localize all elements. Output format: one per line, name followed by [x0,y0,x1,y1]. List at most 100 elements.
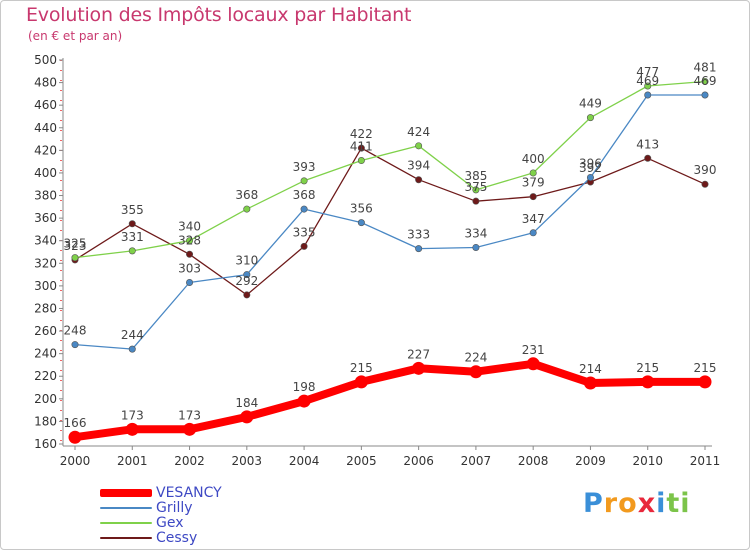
data-label-cessy: 394 [407,159,430,173]
data-point-grilly [243,271,251,279]
x-tick-label: 2003 [232,454,263,468]
data-point-grilly [128,345,136,353]
data-point-cessy [701,180,709,188]
data-point-gex [644,82,652,90]
data-label-vesancy: 173 [178,408,201,422]
data-label-vesancy: 173 [121,408,144,422]
data-label-gex: 331 [121,230,144,244]
data-point-vesancy [240,410,254,424]
data-point-gex [701,77,709,85]
x-tick-label: 2010 [632,454,663,468]
data-label-gex: 340 [178,220,201,234]
data-label-vesancy: 215 [694,361,717,375]
data-point-grilly [300,205,308,213]
data-label-vesancy: 215 [636,361,659,375]
data-point-cessy [300,242,308,250]
data-label-grilly: 396 [579,156,602,170]
data-label-gex: 477 [636,65,659,79]
data-point-cessy [186,250,194,258]
legend-swatch [100,521,152,524]
y-tick-label: 220 [34,369,57,383]
data-point-cessy [128,220,136,228]
data-label-cessy: 323 [64,239,87,253]
y-tick-label: 240 [34,347,57,361]
y-tick-label: 460 [34,98,57,112]
data-label-cessy: 292 [235,274,258,288]
data-label-grilly: 368 [293,188,316,202]
y-tick-label: 440 [34,121,57,135]
legend-label: Cessy [156,529,198,546]
y-tick-label: 360 [34,211,57,225]
data-point-gex [243,205,251,213]
data-label-grilly: 303 [178,261,201,275]
legend-item-grilly: Grilly [100,499,193,516]
x-tick-label: 2001 [117,454,148,468]
data-label-gex: 411 [350,140,373,154]
data-point-gex [300,177,308,185]
data-point-vesancy [526,357,540,371]
y-tick-label: 340 [34,234,57,248]
x-tick-label: 2011 [690,454,721,468]
y-tick-label: 320 [34,256,57,270]
data-point-vesancy [412,361,426,375]
y-tick-label: 500 [34,53,57,67]
data-point-vesancy [183,422,197,436]
data-label-cessy: 335 [293,225,316,239]
series-points [68,77,712,444]
data-label-gex: 393 [293,160,316,174]
y-tick-label: 160 [34,437,57,451]
data-label-cessy: 390 [694,163,717,177]
x-tick-label: 2005 [346,454,377,468]
x-tick-label: 2009 [575,454,606,468]
data-label-gex: 400 [522,152,545,166]
data-point-vesancy [125,422,139,436]
logo-letter: i [680,488,691,519]
data-point-grilly [701,91,709,99]
chart-title: Evolution des Impôts locaux par Habitant [26,4,412,26]
data-point-vesancy [698,375,712,389]
y-tick-label: 300 [34,279,57,293]
data-point-grilly [357,219,365,227]
data-label-cessy: 413 [636,137,659,151]
data-label-cessy: 355 [121,203,144,217]
data-point-gex [71,254,79,262]
data-point-vesancy [641,375,655,389]
legend-label: Gex [156,514,184,531]
y-tick-label: 480 [34,76,57,90]
logo-letter: t [666,488,681,519]
data-point-cessy [644,154,652,162]
logo-letter: P [583,488,604,519]
x-tick-label: 2006 [403,454,434,468]
data-label-grilly: 248 [64,324,87,338]
data-point-cessy [529,193,537,201]
legend-label: Grilly [156,499,193,516]
series-lines [71,80,709,442]
data-label-cessy: 375 [464,180,487,194]
data-point-vesancy [354,375,368,389]
logo-letter: o [618,488,638,519]
data-label-vesancy: 227 [407,347,430,361]
data-point-vesancy [583,376,597,390]
data-label-cessy: 422 [350,127,373,141]
data-label-cessy: 328 [178,233,201,247]
y-tick-label: 280 [34,301,57,315]
y-tick-label: 380 [34,189,57,203]
data-point-grilly [472,243,480,251]
data-point-gex [529,169,537,177]
data-label-vesancy: 215 [350,361,373,375]
data-label-grilly: 244 [121,328,144,342]
data-point-gex [472,186,480,194]
series-line-cessy [74,147,706,296]
data-point-grilly [529,229,537,237]
y-tick-label: 200 [34,392,57,406]
x-tick-label: 2008 [518,454,549,468]
y-tick-label: 260 [34,324,57,338]
data-label-vesancy: 224 [464,351,487,365]
chart-axes: 160 180 200 220 240 260 280 300 320 340 360 380 400 4… [34,53,720,468]
legend-label: VESANCY [156,484,222,501]
data-label-cessy: 379 [522,176,545,190]
data-point-vesancy [469,365,483,379]
data-label-grilly: 333 [407,228,430,242]
data-point-cessy [243,291,251,299]
